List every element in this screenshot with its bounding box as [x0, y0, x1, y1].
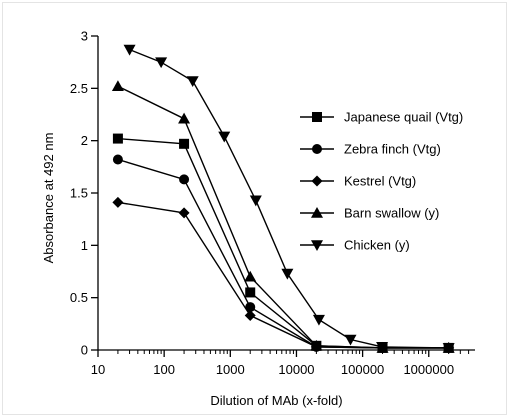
series-line-4 — [129, 48, 449, 349]
y-tick-label: 1.5 — [70, 186, 88, 201]
x-tick-label: 1000000 — [403, 362, 454, 377]
series-line-2 — [117, 201, 449, 349]
legend-item[interactable]: Japanese quail (Vtg) — [300, 110, 463, 125]
data-point-triangle-up — [310, 339, 323, 351]
data-point-square — [179, 138, 190, 149]
data-point-triangle-down — [344, 334, 357, 346]
legend-item[interactable]: Kestrel (Vtg) — [300, 174, 416, 189]
legend-marker-circle — [312, 144, 322, 154]
data-point-triangle-down — [281, 268, 294, 280]
data-point-triangle-down — [442, 343, 455, 354]
data-point-triangle-down — [123, 44, 136, 56]
legend-item[interactable]: Chicken (y) — [300, 238, 410, 253]
x-tick-label: 1000 — [216, 362, 245, 377]
legend-item[interactable]: Zebra finch (Vtg) — [300, 142, 441, 157]
data-point-diamond — [178, 207, 190, 219]
legend-label: Barn swallow (y) — [344, 206, 439, 221]
data-point-triangle-up — [111, 80, 124, 92]
data-point-circle — [179, 174, 190, 185]
y-tick-label: 1 — [81, 238, 88, 253]
data-point-triangle-down — [155, 57, 168, 69]
y-tick-label: 0.5 — [70, 290, 88, 305]
legend-label: Zebra finch (Vtg) — [344, 142, 441, 157]
legend-marker-diamond — [311, 175, 323, 187]
chart-frame — [2, 2, 507, 415]
y-axis-title: Absorbance at 492 nm — [41, 133, 56, 264]
data-point-square — [245, 287, 256, 298]
data-point-circle — [245, 302, 256, 313]
y-tick-label: 2.5 — [70, 81, 88, 96]
data-point-diamond — [244, 309, 256, 321]
x-tick-label: 10 — [91, 362, 105, 377]
legend-marker-triangle-up — [311, 207, 323, 218]
x-tick-label: 100 — [153, 362, 175, 377]
x-axis-title: Dilution of MAb (x-fold) — [210, 393, 342, 408]
data-point-square — [112, 133, 123, 144]
y-tick-label: 3 — [81, 29, 88, 44]
legend: Japanese quail (Vtg) Zebra finch (Vtg) Kes… — [300, 110, 463, 253]
series-markers — [111, 44, 455, 354]
data-point-triangle-down — [249, 195, 262, 207]
y-tick-label: 0 — [81, 343, 88, 358]
legend-label: Chicken (y) — [344, 238, 410, 253]
data-point-triangle-down — [312, 314, 325, 326]
legend-label: Kestrel (Vtg) — [344, 174, 416, 189]
data-point-triangle-down — [218, 131, 231, 143]
data-point-triangle-up — [244, 270, 257, 282]
x-tick-label: 10000 — [278, 362, 314, 377]
axes: 0 0.5 1 1.5 2 2.5 3 10 100 1000 10000 100000 1000000… — [41, 29, 475, 408]
series-lines — [117, 48, 449, 349]
data-point-circle — [112, 154, 123, 165]
y-tick-label: 2 — [81, 133, 88, 148]
data-point-diamond — [112, 196, 124, 208]
series-line-3 — [117, 85, 449, 349]
data-point-triangle-up — [178, 112, 191, 124]
data-point-triangle-down — [186, 76, 199, 88]
legend-marker-square — [312, 112, 322, 122]
data-point-triangle-down — [376, 342, 389, 353]
legend-item[interactable]: Barn swallow (y) — [300, 206, 439, 221]
legend-label: Japanese quail (Vtg) — [344, 110, 463, 125]
x-tick-label: 100000 — [341, 362, 384, 377]
legend-marker-triangle-down — [311, 240, 323, 251]
